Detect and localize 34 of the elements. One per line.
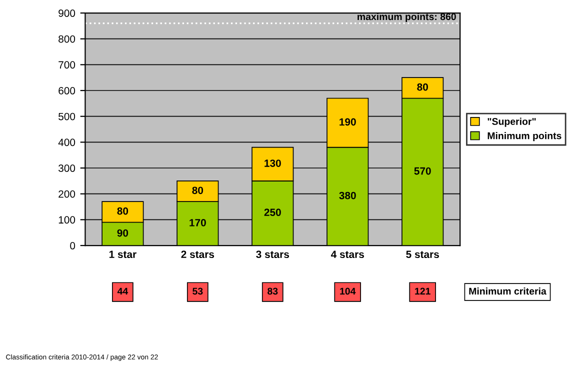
data-label: 170 — [190, 218, 206, 226]
text: 83 — [268, 288, 278, 295]
y-tick-label: 500 — [58, 112, 76, 120]
data-label: 250 — [264, 208, 281, 216]
ref-line-label: maximum points: 860 — [358, 13, 456, 22]
y-tick-label: 200 — [58, 190, 76, 198]
x-tick-label: 2 stars — [181, 250, 214, 258]
data-label: 190 — [340, 118, 356, 126]
y-tick-label: 100 — [58, 216, 76, 224]
text: 44 — [117, 288, 128, 295]
x-tick-label: 3 stars — [256, 250, 290, 258]
y-tick-label: 300 — [58, 164, 76, 172]
data-label: 80 — [192, 186, 204, 194]
text: Minimum criteria — [469, 287, 546, 295]
x-tick-label: 1 star — [109, 250, 136, 258]
x-tick-label: 4 stars — [330, 250, 364, 258]
text: 121 — [415, 288, 430, 295]
y-tick-label: 700 — [58, 61, 76, 69]
data-label: 80 — [417, 83, 428, 91]
y-tick-label: 600 — [58, 87, 76, 94]
y-tick-label: 0 — [70, 242, 76, 250]
data-label: 90 — [117, 229, 128, 237]
y-tick-label: 400 — [58, 138, 76, 146]
data-label: 570 — [414, 167, 431, 175]
x-tick-label: 5 stars — [406, 250, 439, 258]
data-label: 380 — [339, 192, 356, 200]
legend-label: "Superior" — [488, 118, 536, 127]
text: 53 — [192, 288, 203, 295]
y-tick-label: 900 — [58, 10, 76, 17]
data-label: 80 — [117, 207, 128, 215]
y-tick-label: 800 — [58, 35, 76, 43]
legend-label: Minimum points — [488, 132, 562, 142]
text: 104 — [340, 288, 356, 295]
data-label: 130 — [264, 160, 281, 167]
